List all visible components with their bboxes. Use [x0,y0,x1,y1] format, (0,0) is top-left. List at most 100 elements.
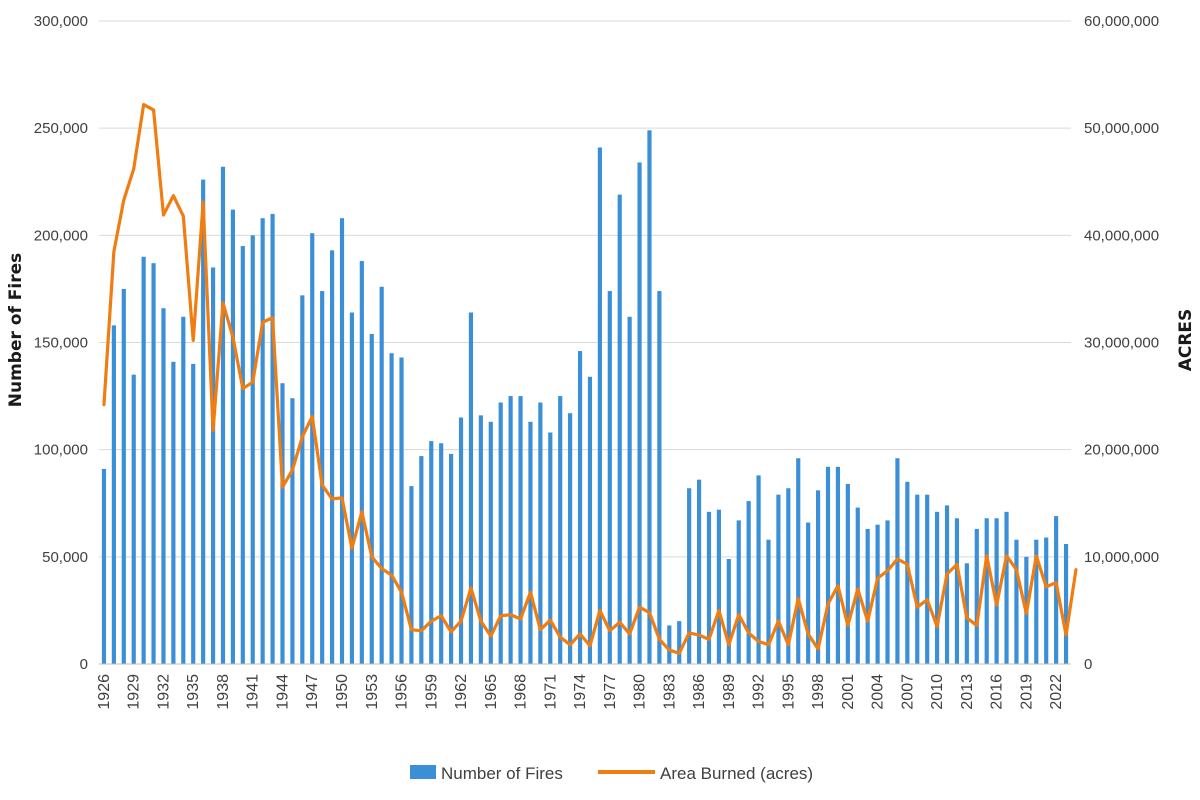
bar [1063,543,1069,664]
bar [657,291,662,664]
bar [766,539,771,664]
right-y-axis-ticks: 0 10,000,000 20,000,000 30,000,000 40,000,00… [1084,13,1159,673]
bar [1004,511,1009,664]
right-y-axis-title: ACRES [1176,309,1196,372]
bar [984,518,989,664]
bar [855,507,860,664]
y-left-tick-label: 100,000 [34,442,88,459]
bar [1034,539,1039,664]
bar [816,490,821,664]
bar [439,443,444,664]
bar [617,194,622,665]
x-tick-label: 1929 [126,674,143,710]
bar [786,488,791,664]
bar [508,396,513,664]
legend-swatch-number-of-fires [410,765,436,779]
bar [776,494,781,664]
bar [1044,537,1049,664]
bar [1014,539,1019,664]
x-tick-label: 1971 [542,674,559,710]
area-burned-line [102,102,1078,655]
bar [181,316,186,664]
x-tick-label: 1938 [215,674,232,710]
x-tick-label: 1950 [334,674,351,710]
y-left-tick-label: 300,000 [34,13,88,30]
x-tick-label: 2004 [870,674,887,710]
x-tick-label: 1965 [483,674,500,710]
bar [171,361,176,664]
bar [260,218,265,664]
bar [825,466,831,664]
left-y-axis-ticks: 0 50,000 100,000 150,000 200,000 250,000 300,0… [34,13,88,673]
bar [568,413,573,664]
bar [270,213,275,664]
bar [339,218,345,664]
bar [716,509,721,664]
bar [349,312,355,664]
x-tick-label: 1941 [245,674,262,710]
y-left-tick-label: 150,000 [34,335,88,352]
bar [369,333,374,664]
x-tick-label: 1935 [185,674,202,710]
bar [944,505,950,664]
x-tick-label: 1968 [513,674,530,710]
bar [577,351,583,664]
bar [419,456,424,664]
legend-label-area-burned: Area Burned (acres) [660,764,813,783]
x-tick-label: 1974 [572,674,589,710]
y-left-tick-label: 50,000 [42,549,88,566]
y-left-tick-label: 0 [80,656,88,673]
bar [379,286,384,664]
bar [498,402,503,664]
bar [865,528,870,664]
bar [478,415,483,664]
bar [409,486,414,664]
bar [528,421,533,664]
y-right-tick-label: 0 [1084,656,1092,673]
x-tick-label: 1953 [364,674,381,710]
bar [458,417,464,664]
bar [429,441,434,664]
bar [994,518,999,664]
fires-bar-series [101,130,1069,665]
bar [706,511,712,664]
y-right-tick-label: 40,000,000 [1084,227,1159,244]
bar [191,363,196,664]
x-tick-label: 1962 [453,674,470,710]
bar [687,488,692,664]
bar [677,621,682,664]
x-tick-label: 1980 [632,674,649,710]
left-y-axis-title: Number of Fires [6,253,26,408]
y-right-tick-label: 30,000,000 [1084,335,1159,352]
bar [399,357,404,664]
bar [230,209,235,665]
bar [141,256,146,664]
x-tick-label: 1926 [96,674,113,710]
y-right-tick-label: 50,000,000 [1084,120,1159,137]
bar [131,374,136,664]
bar [935,511,940,664]
x-axis-ticks: 1926 1929 1932 1935 1938 1941 1944 1947 1950 1953… [96,674,1065,710]
bar [954,518,960,664]
bar [915,494,920,664]
bar [875,524,880,664]
bar [488,421,493,664]
bar [736,520,741,664]
bar [746,501,751,664]
bar [548,432,553,664]
bar [885,520,890,664]
bar [835,466,841,664]
x-tick-label: 2022 [1048,674,1065,710]
x-tick-label: 1989 [721,674,738,710]
x-tick-label: 1956 [394,674,411,710]
y-right-tick-label: 10,000,000 [1084,549,1159,566]
x-tick-label: 1947 [304,674,321,710]
bar [201,179,206,665]
x-tick-label: 2016 [989,674,1006,710]
bar [300,295,305,664]
bar [389,353,394,664]
x-tick-label: 1992 [751,674,768,710]
bar [310,233,315,664]
area-burned-line-series [102,102,1078,655]
bar [558,396,563,664]
